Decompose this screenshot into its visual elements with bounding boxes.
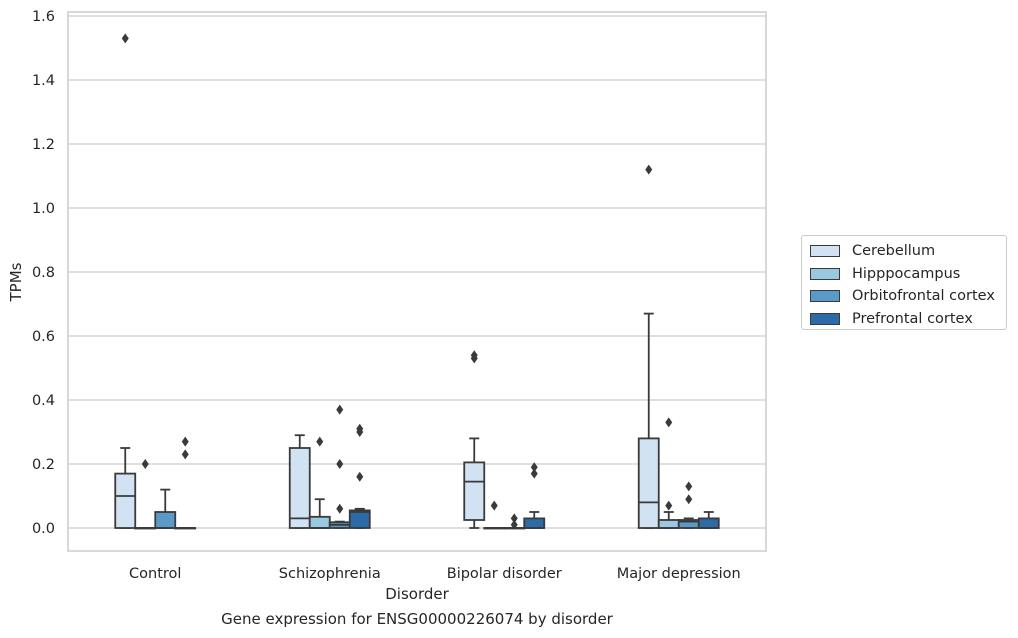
legend: Cerebellum Hipppocampus Orbitofrontal cort… [801,235,1007,330]
outlier-point [181,449,189,460]
box-orbitofrontal-cortex [503,513,526,530]
outlier-point [336,404,344,415]
legend-label: Orbitofrontal cortex [852,288,995,305]
box-body [308,515,331,529]
outlier-point [665,500,673,511]
outlier-point [665,417,673,428]
x-tick-labels: Control Schizophrenia Bipolar disorder Majo… [129,566,741,582]
outlier-point [356,471,364,482]
y-tick-label: 1.0 [32,201,55,217]
outlier-point [510,513,518,524]
box-body [697,517,720,529]
legend-swatch [810,245,840,258]
outlier-point [141,459,149,469]
legend-swatch [810,290,840,303]
legend-swatch [810,267,840,280]
outlier-point [470,350,478,361]
y-tick-label: 0.2 [32,457,55,473]
x-tick-label: Bipolar disorder [447,566,562,582]
box-body [348,509,371,529]
box-cerebellum [114,33,137,529]
figure-caption: Gene expression for ENSG00000226074 by d… [221,610,613,628]
legend-label: Prefrontal cortex [852,310,973,327]
y-tick-label: 0.6 [32,329,55,345]
legend-item: Hipppocampus [810,263,1006,286]
box-body [637,437,660,529]
plot-frame [67,11,767,552]
legend-swatch [810,312,840,325]
outlier-point [336,503,344,514]
y-tick-label: 0.4 [32,393,55,409]
box-prefrontal-cortex [174,436,197,530]
box-orbitofrontal-cortex [328,404,351,529]
outlier-point [121,33,129,44]
outlier-point [316,436,324,447]
box-hipppocampus [134,459,157,530]
box-body [463,461,486,521]
outlier-point [685,494,693,505]
y-axis-label: TPMs [7,262,25,302]
y-tick-labels: 0.0 0.2 0.4 0.6 0.8 1.0 1.2 1.4 1.6 [32,9,55,537]
outlier-point [336,459,344,469]
outlier-point [530,468,538,479]
box-body [523,517,546,529]
legend-item: Prefrontal cortex [810,308,1006,331]
legend-item: Cerebellum [810,240,1006,263]
legend-label: Hipppocampus [852,265,961,282]
x-tick-label: Control [129,566,181,582]
outlier-point [685,481,693,492]
box-hipppocampus [483,500,506,530]
box-hipppocampus [308,436,331,529]
box-body [657,519,680,529]
box-body [114,472,137,529]
y-tick-label: 1.6 [32,9,55,25]
outlier-point [356,423,364,434]
box-prefrontal-cortex [348,423,371,529]
y-tick-label: 1.2 [32,137,55,153]
box-cerebellum [288,434,311,529]
box-hipppocampus [657,417,680,529]
outlier-point [490,500,498,511]
outlier-point [530,462,538,473]
outlier-point [510,519,518,530]
x-tick-label: Major depression [617,566,741,582]
outlier-point [645,164,653,175]
x-axis-label: Disorder [385,585,449,603]
y-tick-label: 0.0 [32,521,55,537]
box-prefrontal-cortex [697,511,720,529]
outlier-point [181,436,189,447]
box-body [154,511,177,529]
boxes [114,33,720,530]
legend-item: Orbitofrontal cortex [810,285,1006,308]
y-tick-label: 0.8 [32,265,55,281]
box-cerebellum [637,164,660,529]
legend-label: Cerebellum [852,243,936,260]
x-tick-label: Schizophrenia [279,566,381,582]
box-orbitofrontal-cortex [154,488,177,529]
grid-lines [68,15,766,529]
y-tick-label: 1.4 [32,73,55,89]
box-orbitofrontal-cortex [677,481,700,529]
box-body [288,447,311,529]
box-prefrontal-cortex [523,462,546,529]
box-cerebellum [463,350,486,529]
